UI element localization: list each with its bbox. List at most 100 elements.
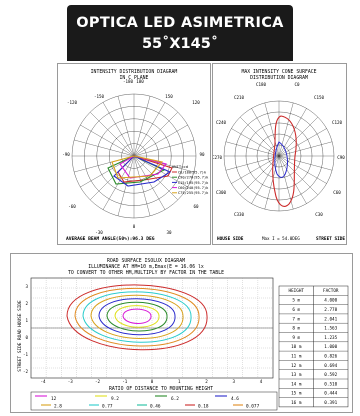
factor-table-cell: 2.041 [324, 316, 337, 322]
polar2-footer-mid: Max I = 54.0DEG [262, 236, 300, 241]
polar1-legend-item: C90/270(95.7)k [178, 176, 209, 180]
isolux-title: ROAD SURFACE ISOLUX DIAGRAM [107, 258, 185, 264]
factor-table-cell: 2.778 [324, 307, 337, 313]
polar1-spoke [90, 112, 135, 157]
polar2-spoke [278, 108, 307, 157]
isolux-contour [90, 294, 184, 339]
isolux-contour [122, 308, 152, 324]
polar1-legend: UNIT=cd C0/180(95.7)k C90/270(95.7)kC15/1… [172, 164, 209, 195]
cone-surface-panel: MAX INTENSITY CONE SURFACE DISTRIBUTION … [212, 63, 347, 245]
isolux-xtick: 1 [178, 379, 181, 384]
isolux-ytick: -1 [23, 352, 29, 357]
polar1-spoke [117, 155, 135, 216]
polar2-spoke [264, 155, 280, 210]
isolux-xtick: 2 [205, 379, 208, 384]
polar2-spoke [225, 141, 280, 157]
factor-table: HEIGHT FACTOR 5 m 4.000 6 m 2.778 7 m 2.041 8 m 1… [278, 285, 349, 408]
polar2-title: MAX INTENSITY CONE SURFACE [241, 69, 316, 75]
polar2-label: C240 [216, 120, 227, 125]
isolux-ytick: -2 [23, 369, 29, 374]
isolux-legend-label: 0.077 [246, 404, 260, 410]
isolux-contour [82, 291, 192, 343]
polar2-label: C300 [216, 190, 227, 195]
factor-table-cell: 10 m [291, 344, 302, 350]
isolux-legend-label: 9.2 [111, 396, 119, 402]
factor-table-cell: 12 m [291, 363, 302, 369]
polar2-labels: C180 C0 C210 C150 C240 C120 C270 C90 C300 C60 C330… [212, 82, 345, 217]
polar1-angle-label: 0 [133, 224, 136, 229]
polar1-legend-item: C0/180(95.7)k [178, 170, 207, 174]
polar1-angle-label: -90 [62, 152, 70, 157]
polar1-angle-label: 30 [166, 230, 172, 235]
polar1-spoke [133, 124, 188, 157]
polar1-spoke [117, 96, 135, 157]
isolux-legend-label: 6.2 [171, 396, 179, 402]
factor-table-cell: 6 m [292, 307, 300, 313]
header-subtitle: 55˚X145˚ [141, 36, 219, 52]
isolux-subtitle: ILLUMINANCE AT HM=10 m,Emax(E = 16.06 lx [88, 264, 204, 270]
polar1-spoke [80, 124, 135, 157]
isolux-xtick: -3 [68, 379, 74, 384]
polar2-label: C150 [314, 95, 325, 100]
isolux-ylabel: STREET SIDE ROAD HOUSE SIDE [17, 300, 23, 372]
polar2-footer-right: STREET SIDE [316, 236, 345, 242]
factor-table-cell: 5 m [292, 298, 300, 304]
factor-table-cell: 14 m [291, 381, 302, 387]
isolux-xtick: -2 [95, 379, 101, 384]
polar2-spoke [278, 155, 319, 196]
polar1-spoke [102, 155, 135, 210]
polar2-label: C120 [332, 120, 343, 125]
isolux-ytick: 3 [25, 284, 28, 289]
polar1-angle-label: -120 [67, 100, 78, 105]
isolux-contour [114, 305, 160, 328]
isolux-contour [66, 284, 208, 351]
polar1-angle-label: 90 [199, 152, 205, 157]
factor-table-cell: 0.444 [324, 391, 337, 397]
polar2-label: C0 [294, 82, 300, 87]
polar1-curves [107, 155, 173, 187]
polar2-label: C60 [333, 190, 341, 195]
polar2-spoke [231, 128, 280, 157]
intensity-distribution-panel: INTENSITY DISTRIBUTION DIAGRAM IN C PLAN… [57, 63, 211, 245]
isolux-xtick: 4 [260, 379, 263, 384]
factor-table-cell: 1.000 [324, 344, 337, 350]
isolux-legend-label: 0.46 [150, 404, 161, 410]
polar2-label: C30 [315, 212, 323, 217]
factor-table-cell: 9 m [292, 335, 300, 341]
factor-table-cell: 16 m [291, 400, 302, 406]
factor-table-cell: 0.391 [324, 400, 337, 406]
polar1-legend-item: C15/195(95.7)k [178, 181, 209, 185]
cone-surface-diagram: MAX INTENSITY CONE SURFACE DISTRIBUTION … [212, 69, 345, 242]
polar1-legend-title: UNIT=cd [172, 164, 188, 169]
polar2-spoke [278, 155, 307, 204]
polar1-angle-label: -150 [94, 94, 105, 99]
isolux-note: TO CONVERT TO OTHER HM,MULTIPLY BY FACTO… [68, 270, 224, 276]
polar1-angle-label: -30 [95, 230, 103, 235]
polar2-label: C270 [213, 155, 223, 160]
isolux-xlabel: RATIO OF DISTANCE TO MOUNTING HEIGHT [109, 386, 213, 392]
polar1-angle-label: -180 [123, 79, 134, 84]
isolux-xtick: -4 [40, 379, 46, 384]
polar2-spoke [278, 155, 327, 184]
polar1-legend-item: C60/240(95.7)k [178, 186, 209, 190]
polar1-spoke [133, 112, 178, 157]
isolux-xtick: -1 [122, 379, 128, 384]
factor-table-header: FACTOR [323, 288, 339, 294]
polar2-footer-left: HOUSE SIDE [217, 236, 244, 242]
factor-table-cell: 4.000 [324, 298, 337, 304]
polar2-subtitle: DISTRIBUTION DIAGRAM [250, 75, 308, 81]
isolux-ytick: 2 [25, 301, 28, 306]
polar2-grid [223, 100, 335, 212]
isolux-ytick: 1 [25, 318, 28, 323]
factor-table-cell: 7 m [292, 316, 300, 322]
isolux-ticks: -4 -3 -2 -1 0 1 2 3 4 3 2 1 0 -1 -2 [23, 284, 263, 384]
polar2-label: C210 [234, 95, 245, 100]
polar1-angle-label: 120 [192, 100, 200, 105]
polar2-spoke [239, 116, 280, 157]
factor-table-cell: 0.510 [324, 381, 337, 387]
factor-table-cell: 11 m [291, 354, 302, 360]
polar1-title: INTENSITY DISTRIBUTION DIAGRAM [91, 69, 178, 75]
polar1-spoke [133, 96, 151, 157]
polar1-spoke [133, 155, 151, 216]
cone-curve-blue [274, 141, 288, 178]
